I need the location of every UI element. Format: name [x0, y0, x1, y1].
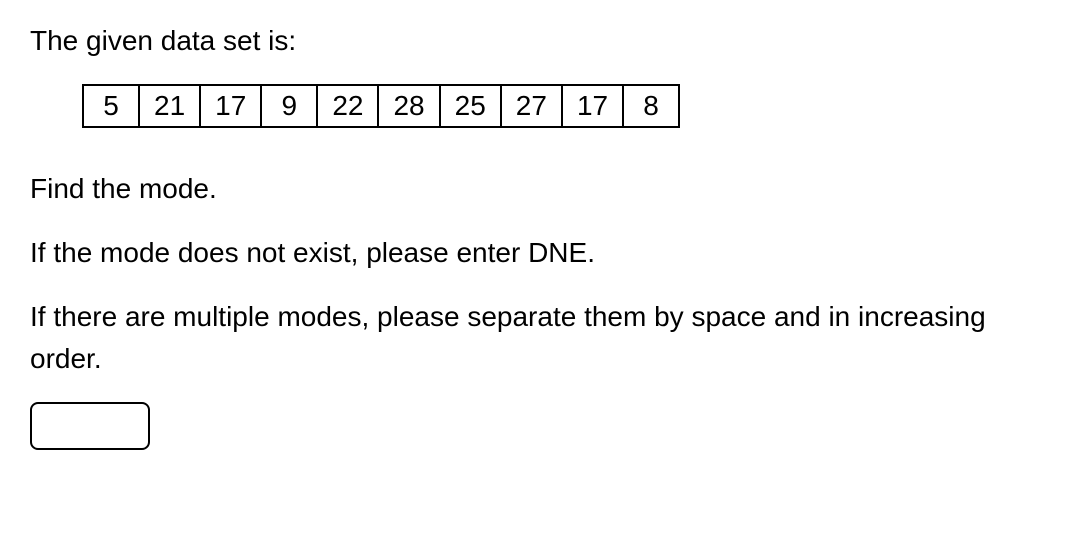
data-cell: 22 — [317, 85, 378, 127]
intro-text: The given data set is: — [30, 20, 1050, 62]
data-cell: 5 — [83, 85, 139, 127]
data-cell: 8 — [623, 85, 679, 127]
data-set-table: 5 21 17 9 22 28 25 27 17 8 — [82, 84, 680, 128]
data-cell: 9 — [261, 85, 317, 127]
data-cell: 17 — [200, 85, 261, 127]
note-dne: If the mode does not exist, please enter… — [30, 232, 1050, 274]
note-multiple-modes: If there are multiple modes, please sepa… — [30, 296, 1050, 380]
data-cell: 28 — [378, 85, 439, 127]
data-cell: 25 — [440, 85, 501, 127]
data-cell: 17 — [562, 85, 623, 127]
data-set-row: 5 21 17 9 22 28 25 27 17 8 — [82, 84, 1050, 128]
data-set-row-1: 5 21 17 9 22 28 25 27 17 8 — [83, 85, 679, 127]
data-cell: 27 — [501, 85, 562, 127]
answer-input[interactable] — [30, 402, 150, 450]
instruction-text: Find the mode. — [30, 168, 1050, 210]
data-cell: 21 — [139, 85, 200, 127]
question-container: The given data set is: 5 21 17 9 22 28 2… — [0, 0, 1080, 450]
